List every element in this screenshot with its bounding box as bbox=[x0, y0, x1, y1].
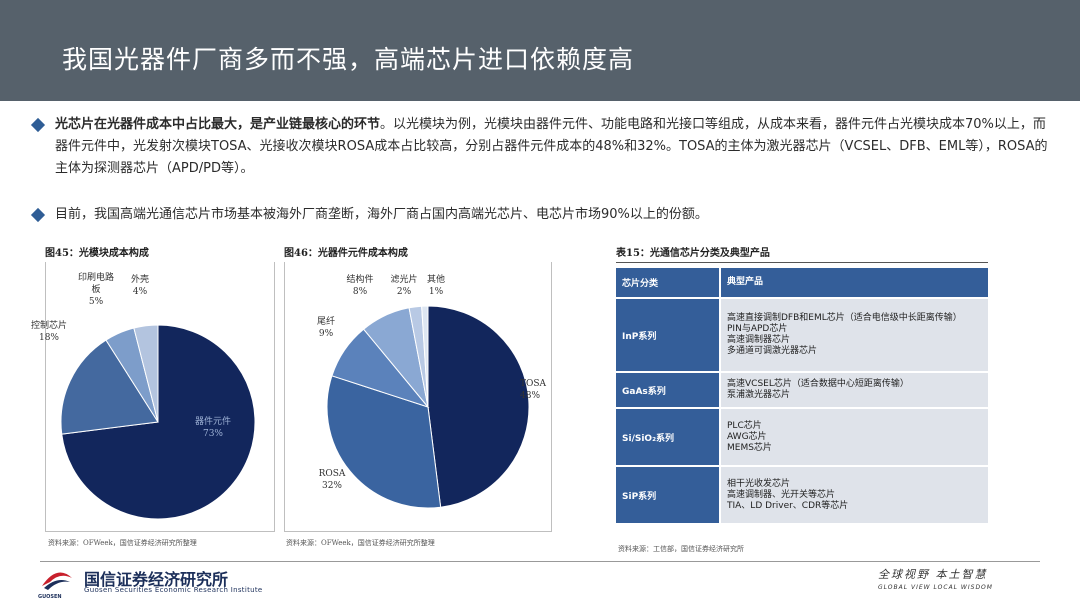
table-cell-products: 相干光收发芯片 高速调制器、光开关等芯片 TIA、LD Driver、CDR等芯片 bbox=[720, 466, 988, 525]
slogan-en: GLOBAL VIEW LOCAL WISDOM bbox=[878, 584, 993, 591]
logo-subtext: GUOSEN bbox=[38, 594, 62, 600]
pie2-value-1: 32% bbox=[321, 481, 342, 491]
pie2-value-4: 2% bbox=[396, 287, 412, 297]
table-cell-products: 高速VCSEL芯片（适合数据中心短距离传输） 泵浦激光器芯片 bbox=[720, 372, 988, 409]
table-cell-category: GaAs系列 bbox=[616, 372, 721, 409]
figure-46-title: 图46：光器件元件成本构成 bbox=[284, 244, 552, 263]
pie2-slice-1 bbox=[326, 375, 442, 509]
table-cell-products: 高速直接调制DFB和EML芯片（适合电信级中长距离传输） PIN与APD芯片 高速调… bbox=[720, 298, 988, 373]
bullet-1: 光芯片在光器件成本中占比最大，是产业链最核心的环节。以光模块为例，光模块由器件元… bbox=[30, 114, 1058, 180]
pie1-slice-3 bbox=[133, 324, 159, 423]
pie1-label-3: 外壳 4% bbox=[130, 275, 149, 297]
pie1-value-1: 18% bbox=[38, 333, 59, 343]
figure-46-source: 资料来源：OFWeek，国信证券经济研究所整理 bbox=[286, 539, 435, 547]
guosen-logo-icon bbox=[42, 572, 72, 590]
pie1-slice-1 bbox=[60, 339, 159, 435]
pie1-label-2: 印刷电路板 5% bbox=[77, 273, 114, 307]
figure-45-title: 图45：光模块成本构成 bbox=[45, 244, 275, 263]
pie2-label-5: 其他 1% bbox=[426, 275, 445, 297]
pie2-value-3: 8% bbox=[352, 287, 368, 297]
table-cell-category: SiP系列 bbox=[616, 466, 721, 525]
footer-divider bbox=[40, 561, 1040, 562]
pie1-value-0: 73% bbox=[202, 429, 223, 439]
pie1-value-2: 5% bbox=[88, 297, 104, 307]
bullet-2-text: 目前，我国高端光通信芯片市场基本被海外厂商垄断，海外厂商占国内高端光芯片、电芯片… bbox=[55, 207, 708, 222]
company-name-cn: 国信证券经济研究所 bbox=[84, 570, 229, 589]
pie2-value-5: 1% bbox=[428, 287, 444, 297]
figure-46-chart bbox=[326, 305, 530, 509]
table-15-panel: 表15：光通信芯片分类及典型产品 bbox=[616, 244, 988, 263]
pie2-label-4: 滤光片 2% bbox=[390, 275, 418, 297]
figure-45-panel: 图45：光模块成本构成 bbox=[45, 244, 275, 263]
slogan-cn: 全球视野 本土智慧 bbox=[878, 568, 988, 581]
pie2-label-2: 尾纤 9% bbox=[316, 317, 335, 339]
bullet-1-text: 。以光模块为例，光模块由器件元件、功能电路和光接口等组成，从成本来看，器件元件占… bbox=[55, 117, 1048, 176]
pie2-label-1: ROSA 32% bbox=[318, 469, 346, 491]
table-15-source: 资料来源：工信部，国信证券经济研究所 bbox=[618, 545, 744, 553]
table-header-products: 典型产品 bbox=[720, 268, 988, 299]
pie2-label-3: 结构件 8% bbox=[346, 275, 374, 297]
title-bar bbox=[0, 0, 1080, 101]
table-row: InP系列 高速直接调制DFB和EML芯片（适合电信级中长距离传输） PIN与AP… bbox=[616, 298, 988, 373]
figure-46-panel: 图46：光器件元件成本构成 bbox=[284, 244, 552, 263]
pie1-value-3: 4% bbox=[132, 287, 148, 297]
table-row: GaAs系列 高速VCSEL芯片（适合数据中心短距离传输） 泵浦激光器芯片 bbox=[616, 372, 988, 409]
table-row: Si/SiO₂系列 PLC芯片 AWG芯片 MEMS芯片 bbox=[616, 408, 988, 467]
table-row: SiP系列 相干光收发芯片 高速调制器、光开关等芯片 TIA、LD Driver、C… bbox=[616, 466, 988, 525]
pie1-label-1: 控制芯片 18% bbox=[30, 321, 67, 343]
pie2-value-0: 48% bbox=[520, 391, 541, 401]
bullet-2: 目前，我国高端光通信芯片市场基本被海外厂商垄断，海外厂商占国内高端光芯片、电芯片… bbox=[30, 204, 1058, 226]
bullet-1-bold: 光芯片在光器件成本中占比最大，是产业链最核心的环节 bbox=[55, 117, 381, 132]
pie2-slice-5 bbox=[421, 305, 429, 408]
pie2-value-2: 9% bbox=[318, 329, 334, 339]
figure-45-source: 资料来源：OFWeek，国信证券经济研究所整理 bbox=[48, 539, 197, 547]
table-cell-products: PLC芯片 AWG芯片 MEMS芯片 bbox=[720, 408, 988, 467]
pie2-slice-0 bbox=[427, 305, 530, 508]
figure-45-chart bbox=[60, 324, 256, 520]
pie2-label-0: TOSA 48% bbox=[520, 379, 547, 401]
company-name-en: Guosen Securities Economic Research Inst… bbox=[84, 586, 263, 594]
table-header-row: 芯片分类 典型产品 bbox=[616, 268, 988, 299]
pie1-label-0: 器件元件 73% bbox=[194, 417, 231, 439]
table-cell-category: Si/SiO₂系列 bbox=[616, 408, 721, 467]
table-15-title: 表15：光通信芯片分类及典型产品 bbox=[616, 244, 988, 263]
page-title: 我国光器件厂商多而不强，高端芯片进口依赖度高 bbox=[62, 45, 635, 74]
table-header-category: 芯片分类 bbox=[616, 268, 721, 299]
table-cell-category: InP系列 bbox=[616, 298, 721, 373]
chip-classification-table: 芯片分类 典型产品 InP系列 高速直接调制DFB和EML芯片（适合电信级中长距… bbox=[616, 268, 988, 525]
